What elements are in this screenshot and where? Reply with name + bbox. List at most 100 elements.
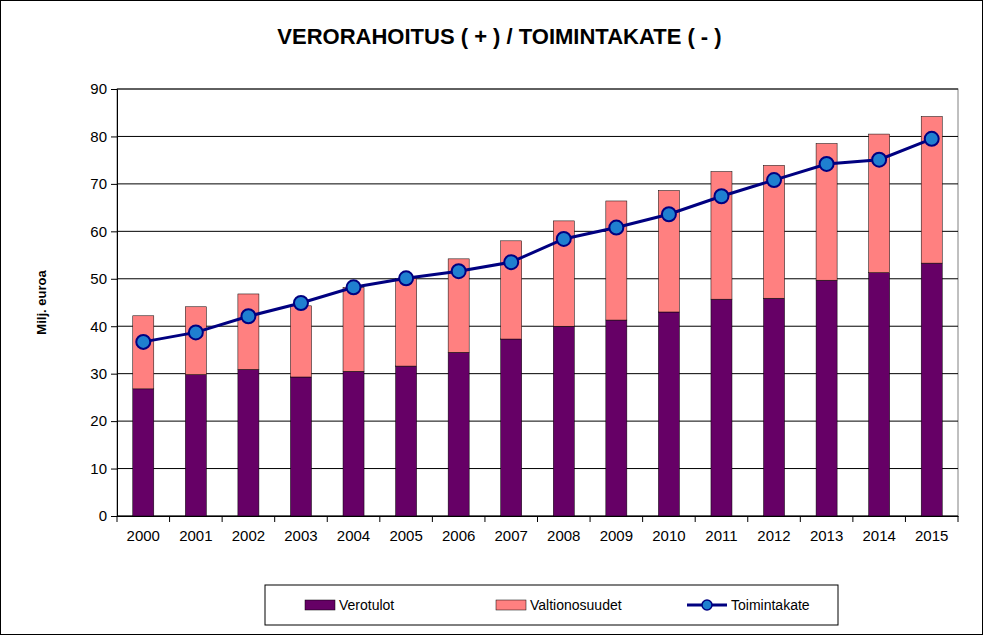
bar	[396, 278, 417, 366]
x-boundary-tick	[327, 516, 328, 522]
bar	[658, 312, 679, 516]
marker	[872, 153, 886, 167]
marker	[189, 325, 203, 339]
y-tick: 0	[99, 507, 117, 524]
x-tick-label: 2007	[495, 527, 528, 544]
y-axis-title: Milj. euroa	[34, 270, 49, 335]
y-tick-label: 70	[90, 175, 107, 192]
y-tick-mark	[111, 231, 117, 232]
x-tick: 2014	[862, 516, 895, 544]
y-tick-mark	[111, 374, 117, 375]
marker	[241, 309, 255, 323]
legend-symbol	[496, 600, 526, 610]
x-boundary-tick	[590, 516, 591, 522]
y-tick: 10	[90, 460, 117, 477]
y-tick: 40	[90, 318, 117, 335]
legend-frame	[265, 585, 838, 625]
y-tick: 30	[90, 365, 117, 382]
y-tick-label: 0	[99, 507, 107, 524]
bar	[290, 377, 311, 516]
legend-symbol	[305, 600, 335, 610]
y-tick-label: 30	[90, 365, 107, 382]
y-tick-label: 80	[90, 128, 107, 145]
y-tick-mark	[111, 469, 117, 470]
title: VERORAHOITUS ( + ) / TOIMINTAKATE ( - )	[277, 24, 721, 49]
x-tick: 2004	[337, 516, 370, 544]
y-tick-mark	[111, 516, 117, 517]
bar	[764, 298, 785, 516]
bar	[238, 369, 259, 516]
legend-label: Verotulot	[339, 597, 394, 613]
x-boundary-tick	[117, 516, 118, 522]
x-tick-label: 2005	[389, 527, 422, 544]
y-tick-label: 40	[90, 318, 107, 335]
x-tick: 2009	[600, 516, 633, 544]
legend-item: Verotulot	[305, 597, 394, 613]
y-axis: 0102030405060708090	[90, 80, 117, 524]
y-tick-mark	[111, 184, 117, 185]
bar	[133, 389, 154, 516]
bar	[711, 172, 732, 300]
x-tick-label: 2010	[652, 527, 685, 544]
x-tick-label: 2015	[915, 527, 948, 544]
x-tick: 2015	[915, 516, 948, 544]
x-tick: 2001	[179, 516, 212, 544]
y-tick: 80	[90, 128, 117, 145]
bar	[343, 287, 364, 371]
bar	[921, 263, 942, 516]
x-tick: 2005	[389, 516, 422, 544]
bar	[501, 339, 522, 516]
y-tick-mark	[111, 136, 117, 137]
y-tick-mark	[111, 421, 117, 422]
plot-frame	[117, 89, 958, 516]
x-tick: 2006	[442, 516, 475, 544]
marker	[452, 264, 466, 278]
x-tick: 2013	[810, 516, 843, 544]
marker	[925, 132, 939, 146]
bar	[764, 165, 785, 298]
marker	[399, 271, 413, 285]
x-tick: 2003	[284, 516, 317, 544]
x-axis: 2000200120022003200420052006200720082009…	[117, 516, 959, 544]
grid-line	[117, 89, 958, 90]
marker	[662, 207, 676, 221]
marker	[609, 221, 623, 235]
y-tick-label: 60	[90, 223, 107, 240]
x-tick-label: 2006	[442, 527, 475, 544]
y-tick: 60	[90, 223, 117, 240]
bar	[816, 144, 837, 281]
y-tick-label: 10	[90, 460, 107, 477]
x-boundary-tick	[484, 516, 485, 522]
x-boundary-tick	[642, 516, 643, 522]
grid-line	[117, 136, 958, 137]
x-boundary-tick	[958, 516, 959, 522]
x-tick: 2010	[652, 516, 685, 544]
legend: VerotulotValtionosuudetToimintakate	[265, 585, 838, 625]
x-boundary-tick	[379, 516, 380, 522]
x-tick-label: 2002	[232, 527, 265, 544]
x-boundary-tick	[222, 516, 223, 522]
bar	[711, 299, 732, 516]
y-tick: 90	[90, 80, 117, 97]
bar	[658, 191, 679, 312]
x-boundary-tick	[432, 516, 433, 522]
bar	[238, 294, 259, 369]
legend-item: Valtionosuudet	[496, 597, 622, 613]
x-tick: 2008	[547, 516, 580, 544]
y-tick-label: 50	[90, 270, 107, 287]
bar	[448, 352, 469, 516]
marker	[767, 173, 781, 187]
plot: 0102030405060708090200020012002200320042…	[90, 80, 958, 543]
bar	[396, 366, 417, 516]
bar-series	[133, 263, 942, 516]
bar	[501, 241, 522, 339]
y-tick-mark	[111, 326, 117, 327]
bar	[921, 117, 942, 264]
x-tick: 2002	[232, 516, 265, 544]
x-tick-label: 2009	[600, 527, 633, 544]
x-tick-label: 2011	[705, 527, 737, 544]
y-tick-mark	[111, 279, 117, 280]
y-tick-label: 90	[90, 80, 107, 97]
marker	[136, 335, 150, 349]
bar	[185, 307, 206, 375]
